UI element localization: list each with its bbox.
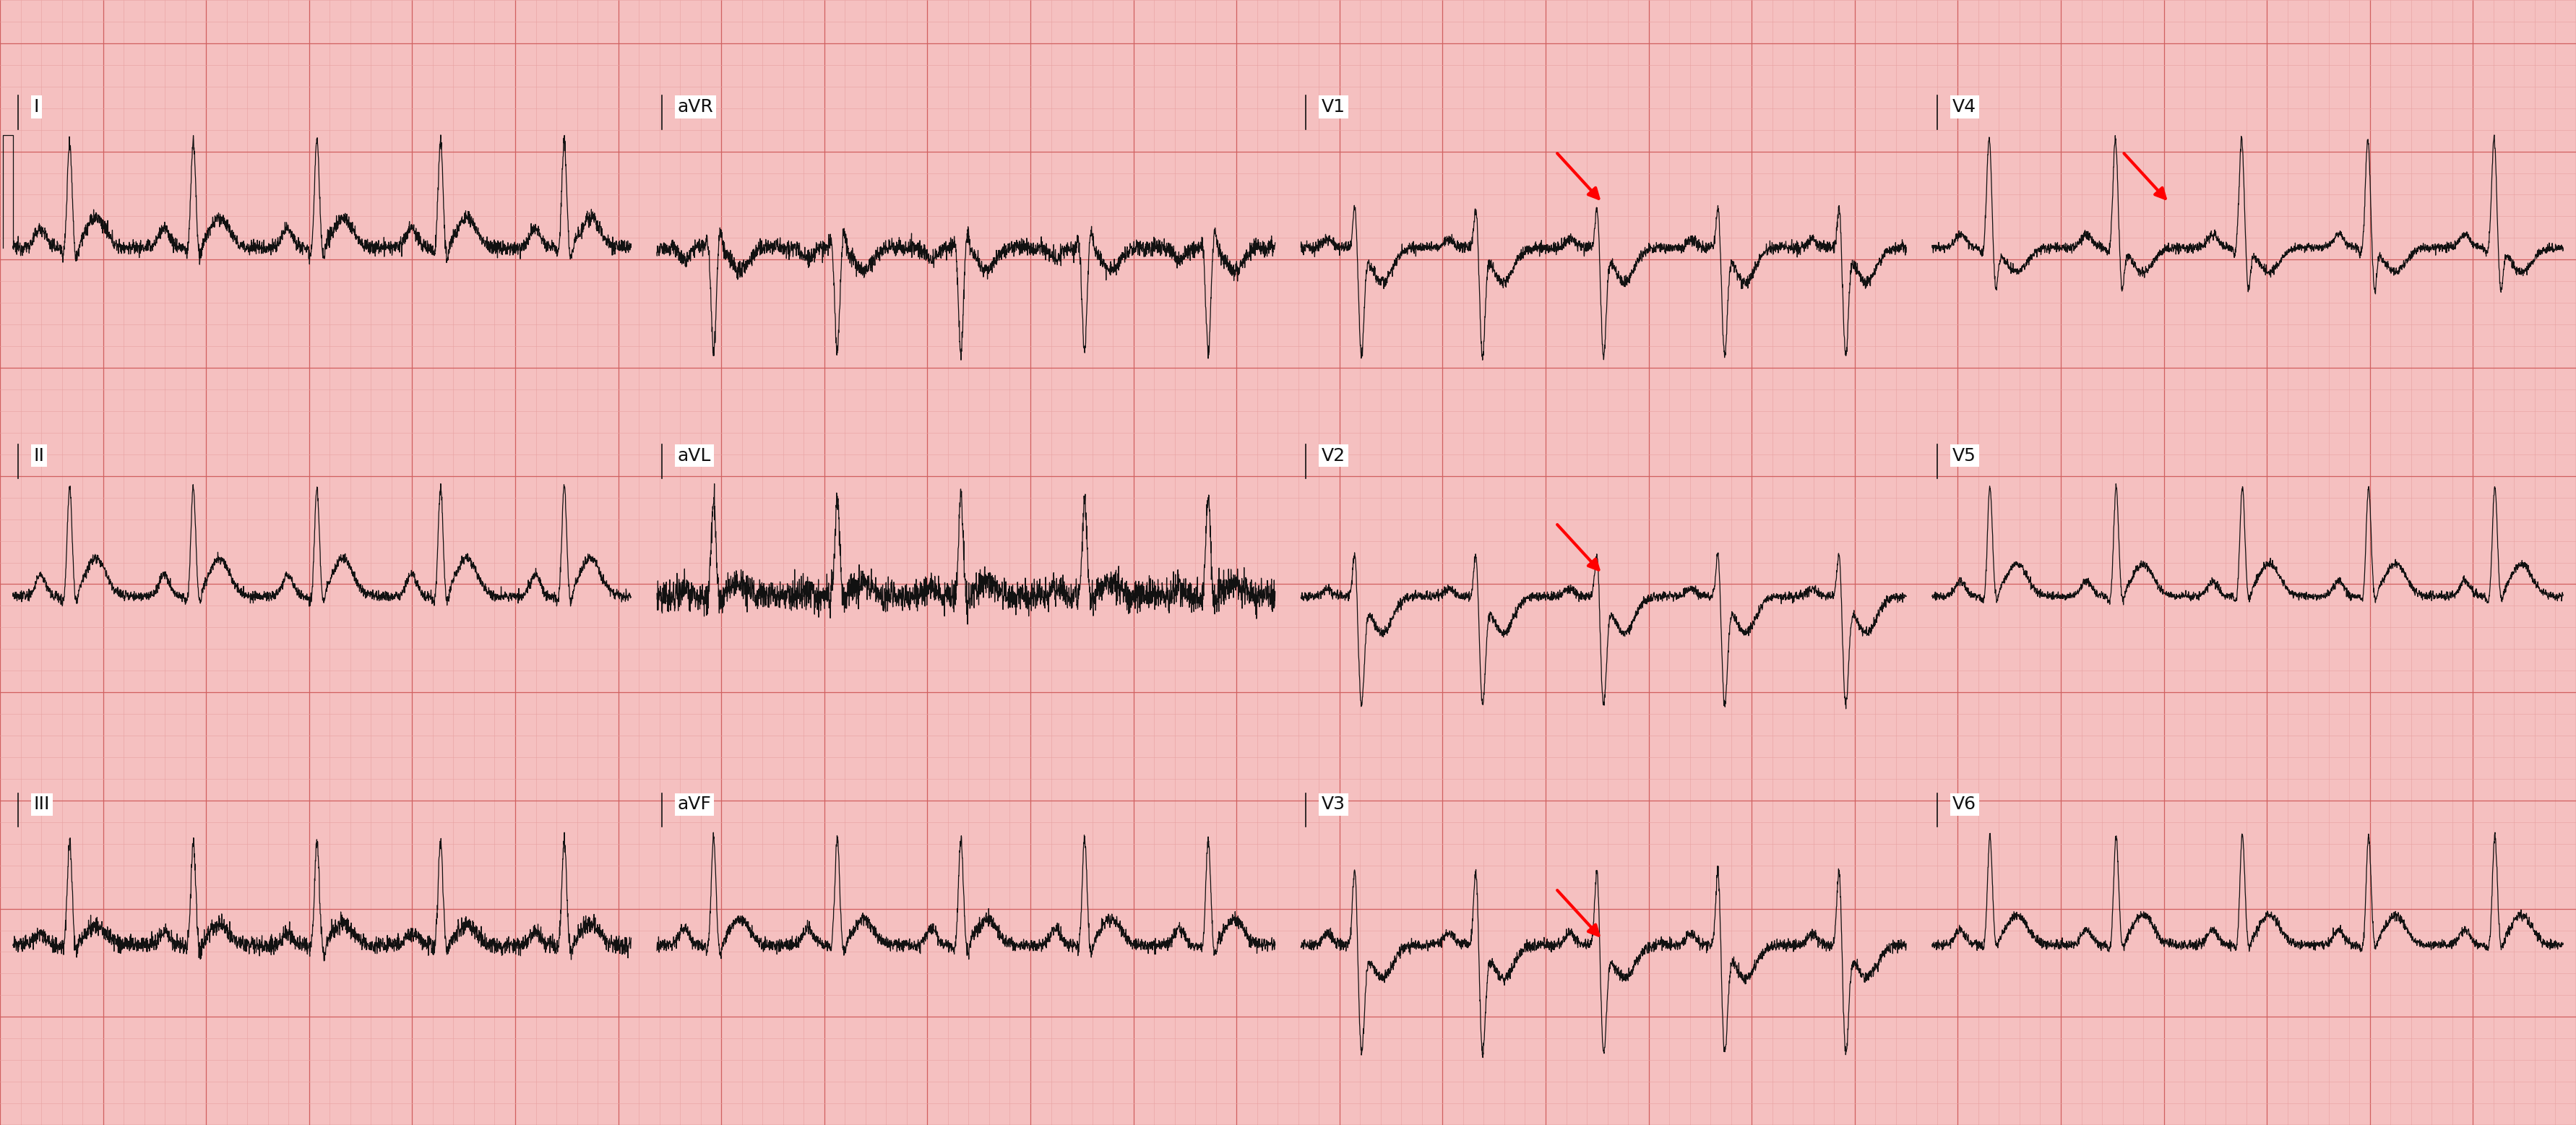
Text: V2: V2 bbox=[1321, 447, 1345, 465]
Text: II: II bbox=[33, 447, 44, 465]
Text: V1: V1 bbox=[1321, 98, 1345, 116]
Text: I: I bbox=[33, 98, 39, 116]
Text: V3: V3 bbox=[1321, 795, 1345, 813]
Text: aVR: aVR bbox=[677, 98, 714, 116]
Text: V4: V4 bbox=[1953, 98, 1976, 116]
Text: V5: V5 bbox=[1953, 447, 1976, 465]
Text: aVF: aVF bbox=[677, 795, 711, 813]
Text: III: III bbox=[33, 795, 49, 813]
Text: V6: V6 bbox=[1953, 795, 1976, 813]
Text: aVL: aVL bbox=[677, 447, 711, 465]
